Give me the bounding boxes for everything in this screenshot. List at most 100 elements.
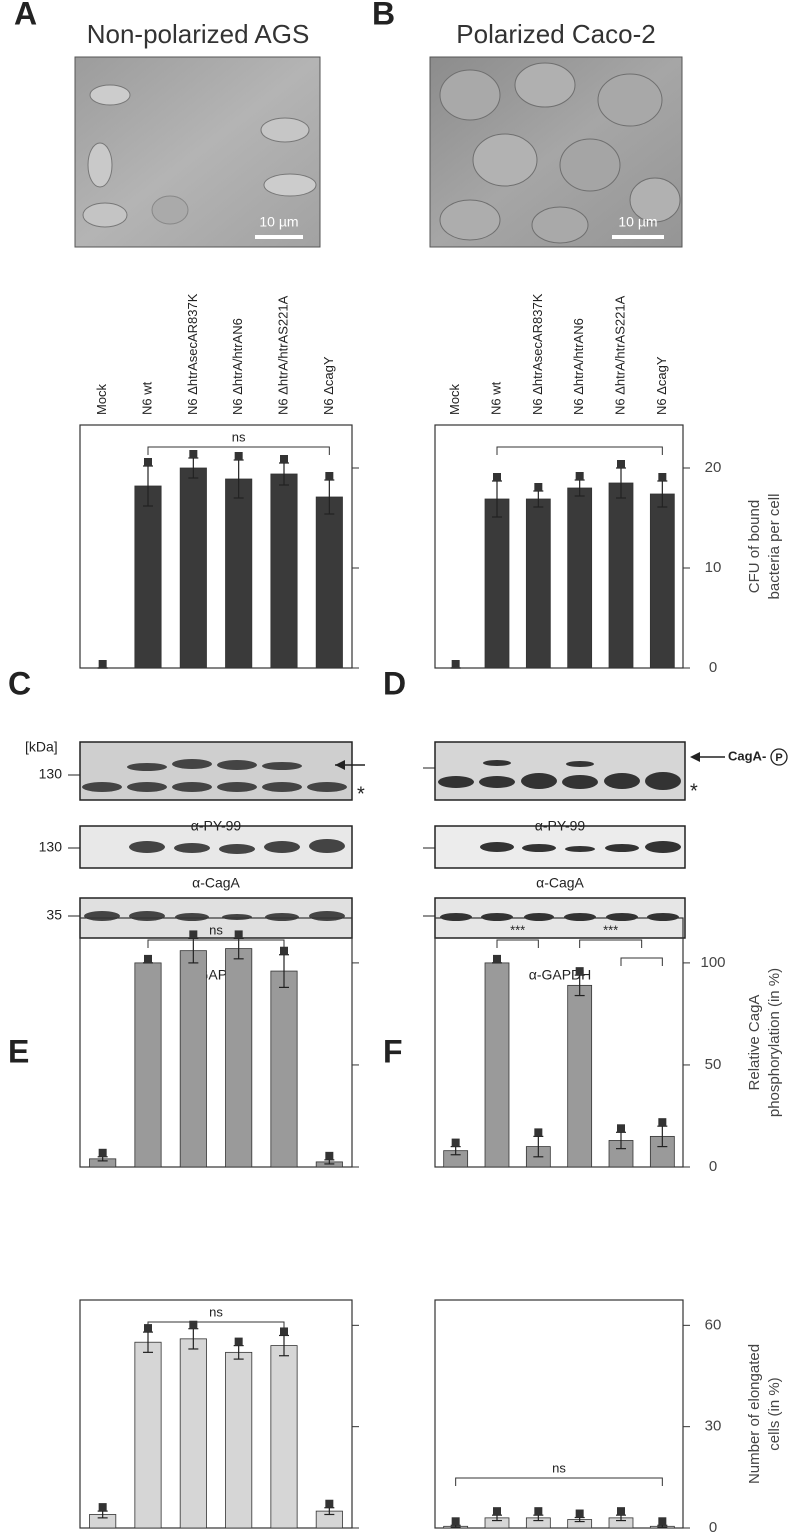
bar — [567, 487, 593, 669]
y-axis-label: Relative CagA — [746, 995, 763, 1091]
data-point — [493, 473, 501, 481]
category-label: N6 ΔhtrAsecAR837K — [530, 293, 545, 415]
data-point — [617, 1507, 625, 1516]
category-label: N6 ΔhtrA/htrAS221A — [275, 295, 290, 415]
bar — [270, 970, 298, 1168]
plot-frame — [79, 917, 353, 1168]
category-label: N6 wt — [488, 381, 503, 415]
y-tick-label: 10 — [705, 559, 722, 576]
bar — [225, 1351, 253, 1529]
panel-letter: F — [383, 1033, 403, 1069]
bar — [525, 498, 551, 669]
data-point — [325, 1151, 334, 1160]
bar — [179, 1338, 207, 1529]
significance-label: ns — [209, 922, 223, 937]
y-axis-label: CFU of bound — [746, 500, 763, 593]
data-point — [493, 1507, 501, 1516]
marker-label: 130 — [39, 766, 63, 782]
micrograph-b — [429, 56, 683, 248]
category-label: N6 ΔhtrA/htrAN6 — [230, 318, 245, 415]
data-point — [144, 458, 152, 466]
significance-bracket — [455, 1477, 663, 1486]
data-point — [234, 1337, 243, 1346]
bar — [315, 496, 343, 669]
significance-label: *** — [603, 922, 618, 937]
y-axis-label: Number of elongated — [746, 1344, 763, 1484]
panel-letter: C — [8, 665, 31, 701]
data-point — [451, 1517, 460, 1526]
plot-frame — [434, 917, 684, 1168]
antibody-label: α-GAPDH — [529, 967, 592, 983]
plot-frame — [79, 424, 353, 669]
data-point — [280, 455, 288, 463]
marker-label: 35 — [46, 907, 62, 923]
data-point — [658, 1517, 667, 1526]
data-point — [144, 954, 152, 963]
y-tick-label: 30 — [705, 1418, 722, 1435]
significance-label: *** — [510, 922, 525, 937]
y-tick-label: 0 — [709, 1519, 717, 1533]
blot-c — [68, 741, 365, 939]
significance-bracket — [147, 939, 285, 948]
asterisk: * — [357, 783, 365, 805]
data-point — [658, 1118, 667, 1127]
y-tick-label: 60 — [705, 1316, 722, 1333]
category-label: N6 ΔcagY — [654, 356, 669, 415]
phospho-symbol: P — [775, 752, 782, 764]
y-tick-label: 0 — [709, 659, 717, 676]
marker-label: 130 — [39, 839, 63, 855]
data-point — [575, 1509, 584, 1518]
panel-letter: D — [383, 665, 406, 701]
panel-letter: B — [372, 0, 395, 31]
antibody-label: α-PY-99 — [191, 818, 242, 834]
significance-bracket — [496, 939, 539, 948]
data-point — [493, 954, 501, 963]
significance-label: ns — [209, 1304, 223, 1319]
y-tick-label: 50 — [705, 1056, 722, 1073]
bar — [567, 984, 593, 1168]
y-tick-label: 20 — [705, 459, 722, 476]
category-label: N6 ΔhtrA/htrAN6 — [571, 318, 586, 415]
bar — [225, 478, 253, 669]
data-point — [98, 660, 107, 668]
category-label: N6 wt — [139, 381, 154, 415]
significance-bracket — [147, 1321, 285, 1330]
category-label: Mock — [94, 383, 109, 415]
antibody-label: α-CagA — [536, 875, 584, 891]
data-point — [189, 450, 198, 458]
plot-frame — [434, 1299, 684, 1529]
data-point — [534, 1507, 543, 1516]
bar — [134, 1341, 162, 1529]
data-point — [189, 930, 198, 939]
antibody-label: α-PY-99 — [535, 818, 586, 834]
chart-title: Non-polarized AGS — [87, 19, 310, 49]
significance-bracket — [579, 939, 643, 948]
y-axis-label: bacteria per cell — [766, 494, 783, 600]
bar — [608, 482, 634, 669]
asterisk: * — [690, 780, 698, 802]
significance-bracket — [620, 957, 663, 966]
phospho-label: CagA- — [728, 748, 766, 763]
plot-frame — [79, 1299, 353, 1529]
data-point — [280, 1327, 288, 1336]
plot-frame — [434, 424, 684, 669]
bar — [649, 493, 675, 669]
y-tick-label: 100 — [700, 954, 725, 971]
data-point — [617, 460, 625, 468]
data-point — [575, 967, 584, 976]
significance-label: ns — [552, 1460, 566, 1475]
significance-label: ns — [232, 429, 246, 444]
data-point — [325, 1499, 334, 1508]
category-label: N6 ΔhtrA/htrAS221A — [612, 295, 627, 415]
scale-bar-label: 10 µm — [259, 214, 298, 230]
data-point — [451, 1138, 460, 1147]
bar — [484, 498, 510, 669]
blot-d — [423, 741, 788, 939]
bar — [484, 962, 510, 1168]
panel-letter: A — [14, 0, 37, 31]
y-axis-label: cells (in %) — [766, 1377, 783, 1450]
data-point — [658, 473, 667, 481]
bar — [134, 485, 162, 669]
data-point — [189, 1320, 198, 1329]
